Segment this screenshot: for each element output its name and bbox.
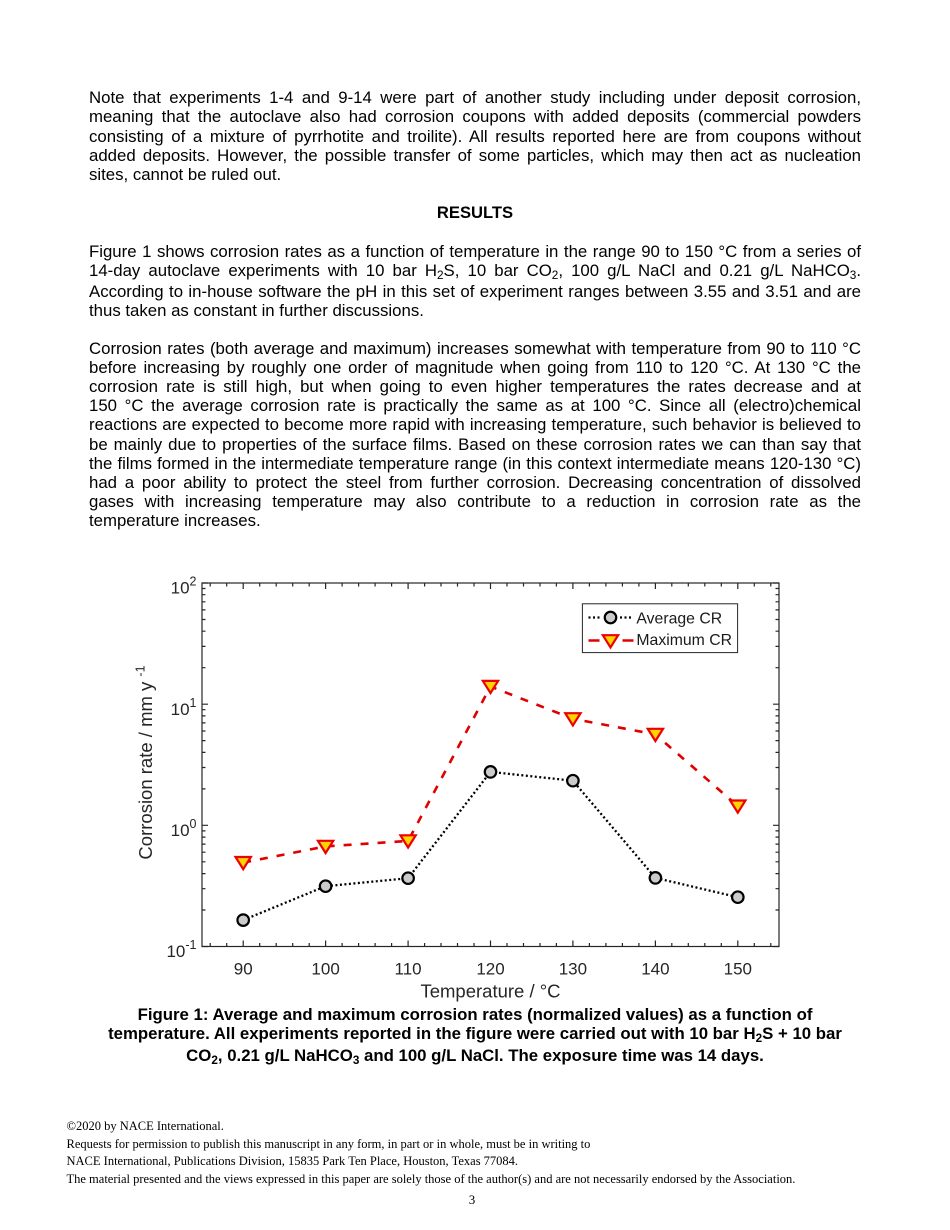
svg-text:102: 102	[171, 575, 197, 598]
svg-text:90: 90	[234, 960, 253, 979]
svg-text:10-1: 10-1	[166, 938, 196, 961]
svg-text:Maximum CR: Maximum CR	[636, 632, 732, 649]
svg-text:100: 100	[311, 960, 339, 979]
svg-text:Temperature / °C: Temperature / °C	[420, 980, 560, 1001]
svg-text:100: 100	[171, 817, 197, 840]
svg-text:130: 130	[559, 960, 587, 979]
svg-text:110: 110	[395, 960, 422, 979]
svg-text:150: 150	[724, 960, 752, 979]
svg-text:101: 101	[171, 696, 197, 719]
svg-text:Corrosion rate / mm y -1: Corrosion rate / mm y -1	[134, 665, 157, 859]
svg-text:120: 120	[476, 960, 504, 979]
svg-text:Average CR: Average CR	[636, 611, 722, 628]
svg-text:140: 140	[641, 960, 669, 979]
